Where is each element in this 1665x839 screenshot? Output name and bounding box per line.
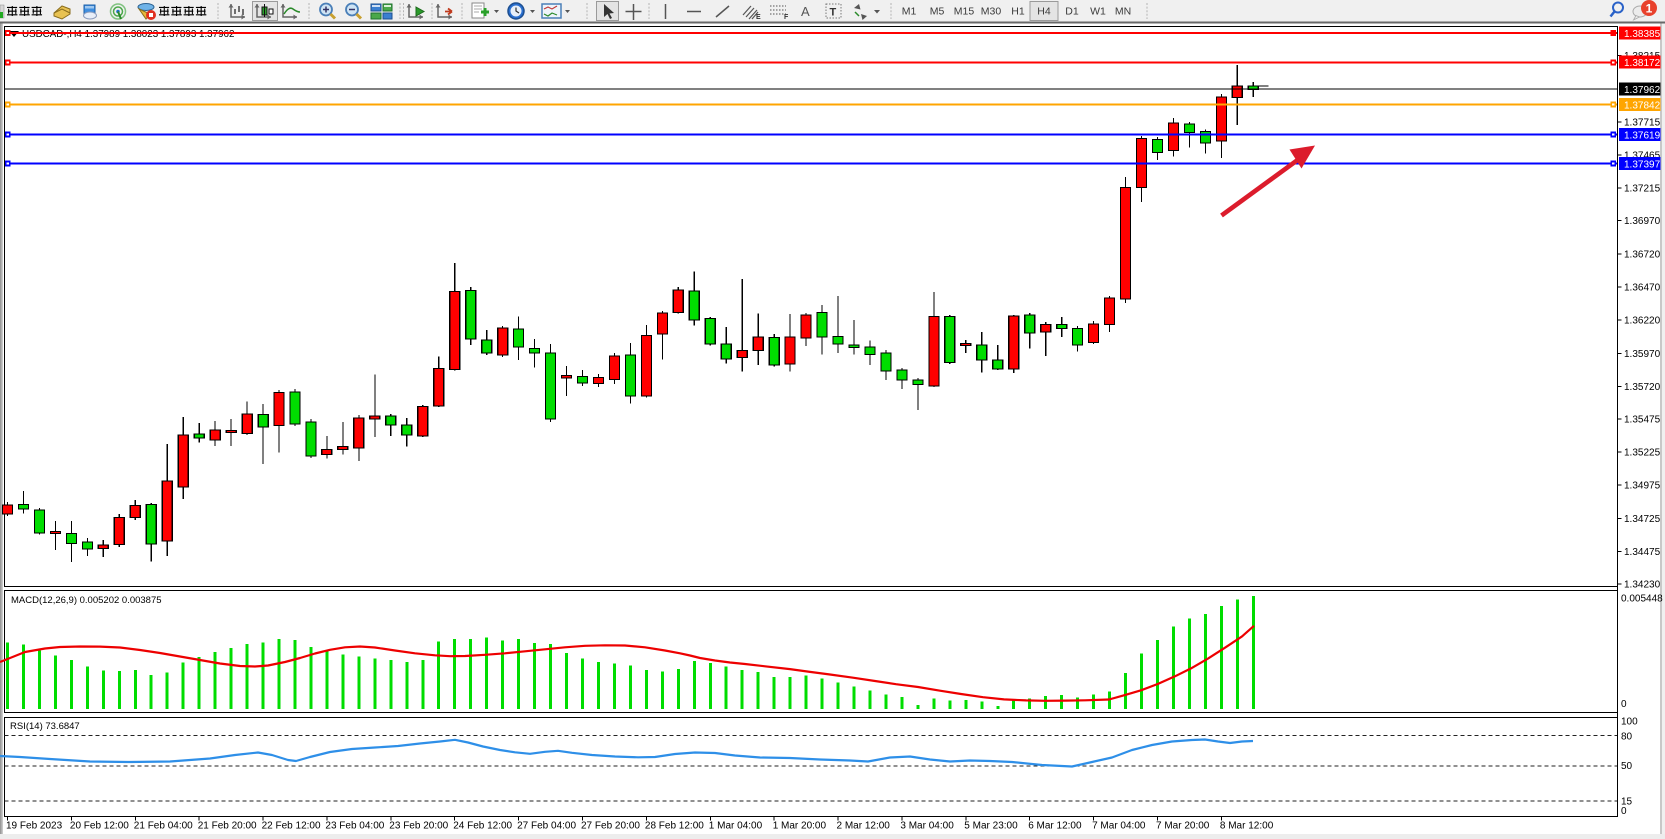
svg-text:M15: M15 <box>954 6 975 18</box>
svg-text:1.36470: 1.36470 <box>1624 283 1661 294</box>
svg-text:6 Mar 12:00: 6 Mar 12:00 <box>1028 821 1082 832</box>
svg-text:1.34975: 1.34975 <box>1624 481 1661 492</box>
svg-text:MN: MN <box>1115 6 1131 18</box>
svg-text:8 Mar 12:00: 8 Mar 12:00 <box>1220 821 1274 832</box>
svg-text:23 Feb 20:00: 23 Feb 20:00 <box>389 821 448 832</box>
svg-text:1.35475: 1.35475 <box>1624 414 1661 425</box>
svg-text:A: A <box>801 4 810 19</box>
svg-text:E: E <box>756 14 761 21</box>
svg-text:W1: W1 <box>1090 6 1106 18</box>
svg-text:80: 80 <box>1621 732 1633 743</box>
svg-text:1.35970: 1.35970 <box>1624 349 1661 360</box>
svg-text:5 Mar 23:00: 5 Mar 23:00 <box>964 821 1018 832</box>
svg-text:2 Mar 12:00: 2 Mar 12:00 <box>837 821 891 832</box>
svg-text:1.37962: 1.37962 <box>1624 85 1661 96</box>
svg-text:20 Feb 12:00: 20 Feb 12:00 <box>70 821 129 832</box>
svg-text:1: 1 <box>1646 2 1653 16</box>
svg-text:1.37842: 1.37842 <box>1624 101 1661 112</box>
svg-text:USDCAD-,H4 1.37989 1.38023 1.: USDCAD-,H4 1.37989 1.38023 1.37893 1.379… <box>22 29 234 40</box>
svg-text:1.38385: 1.38385 <box>1624 29 1661 40</box>
svg-text:1.37465: 1.37465 <box>1624 151 1661 162</box>
svg-text:H1: H1 <box>1011 6 1025 18</box>
svg-text:24 Feb 12:00: 24 Feb 12:00 <box>453 821 512 832</box>
svg-text:7 Mar 04:00: 7 Mar 04:00 <box>1092 821 1146 832</box>
svg-text:1.38172: 1.38172 <box>1624 58 1661 69</box>
svg-text:1 Mar 20:00: 1 Mar 20:00 <box>773 821 827 832</box>
svg-text:M1: M1 <box>902 6 917 18</box>
svg-text:1.37619: 1.37619 <box>1624 131 1661 142</box>
svg-text:M5: M5 <box>930 6 945 18</box>
svg-text:0: 0 <box>1621 806 1627 817</box>
svg-text:1.34230: 1.34230 <box>1624 580 1661 591</box>
svg-text:F: F <box>784 14 789 21</box>
svg-text:1.37215: 1.37215 <box>1624 184 1661 195</box>
svg-text:1.36970: 1.36970 <box>1624 216 1661 227</box>
svg-text:1.37397: 1.37397 <box>1624 160 1661 171</box>
svg-text:1.35225: 1.35225 <box>1624 448 1661 459</box>
svg-text:21 Feb 04:00: 21 Feb 04:00 <box>134 821 193 832</box>
svg-text:1.34725: 1.34725 <box>1624 514 1661 525</box>
svg-text:D1: D1 <box>1065 6 1079 18</box>
svg-text:H4: H4 <box>1037 6 1051 18</box>
svg-text:100: 100 <box>1621 717 1638 728</box>
svg-text:1 Mar 04:00: 1 Mar 04:00 <box>709 821 763 832</box>
svg-text:1.37715: 1.37715 <box>1624 117 1661 128</box>
svg-text:1.34475: 1.34475 <box>1624 547 1661 558</box>
svg-text:7 Mar 20:00: 7 Mar 20:00 <box>1156 821 1210 832</box>
svg-text:RSI(14) 73.6847: RSI(14) 73.6847 <box>10 721 80 732</box>
svg-text:22 Feb 12:00: 22 Feb 12:00 <box>262 821 321 832</box>
svg-text:MACD(12,26,9) 0.005202 0.00387: MACD(12,26,9) 0.005202 0.003875 <box>11 595 162 606</box>
svg-text:1.36220: 1.36220 <box>1624 316 1661 327</box>
svg-text:50: 50 <box>1621 761 1633 772</box>
svg-text:M30: M30 <box>981 6 1002 18</box>
svg-text:0: 0 <box>1621 699 1627 710</box>
svg-text:T: T <box>830 7 837 19</box>
svg-text:1.36720: 1.36720 <box>1624 249 1661 260</box>
svg-text:21 Feb 20:00: 21 Feb 20:00 <box>198 821 257 832</box>
svg-text:27 Feb 20:00: 27 Feb 20:00 <box>581 821 640 832</box>
svg-text:0.005448: 0.005448 <box>1621 594 1663 605</box>
svg-text:19 Feb 2023: 19 Feb 2023 <box>6 821 63 832</box>
svg-text:28 Feb 12:00: 28 Feb 12:00 <box>645 821 704 832</box>
svg-text:23 Feb 04:00: 23 Feb 04:00 <box>325 821 384 832</box>
svg-text:27 Feb 04:00: 27 Feb 04:00 <box>517 821 576 832</box>
svg-text:1.35720: 1.35720 <box>1624 382 1661 393</box>
svg-text:15: 15 <box>1621 797 1633 808</box>
svg-text:3 Mar 04:00: 3 Mar 04:00 <box>900 821 954 832</box>
